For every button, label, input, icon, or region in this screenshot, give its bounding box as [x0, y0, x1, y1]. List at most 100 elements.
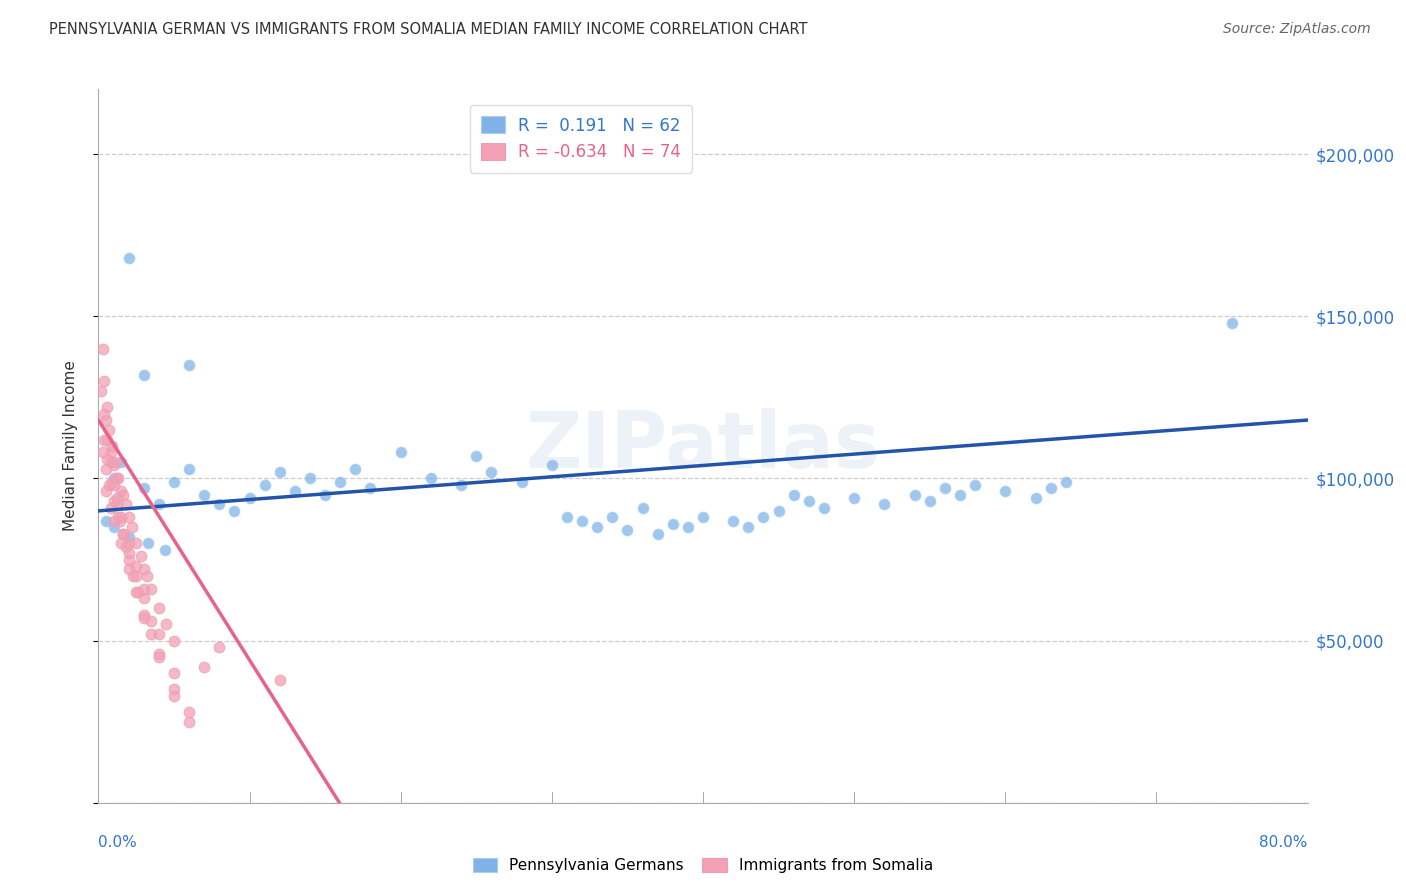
- Point: [420, 471, 443, 485]
- Point: [110, 484, 132, 499]
- Point: [93, 433, 115, 447]
- Point: [148, 627, 170, 641]
- Point: [752, 510, 775, 524]
- Point: [118, 562, 141, 576]
- Point: [783, 488, 806, 502]
- Point: [118, 552, 141, 566]
- Point: [103, 494, 125, 508]
- Point: [141, 627, 163, 641]
- Point: [129, 549, 152, 564]
- Point: [91, 445, 114, 459]
- Point: [208, 640, 231, 654]
- Point: [224, 504, 246, 518]
- Point: [314, 488, 336, 502]
- Point: [91, 342, 114, 356]
- Point: [105, 497, 128, 511]
- Point: [193, 659, 215, 673]
- Text: 80.0%: 80.0%: [1260, 835, 1308, 850]
- Legend: Pennsylvania Germans, Immigrants from Somalia: Pennsylvania Germans, Immigrants from So…: [465, 850, 941, 880]
- Point: [692, 510, 714, 524]
- Point: [127, 585, 149, 599]
- Point: [132, 481, 155, 495]
- Point: [111, 488, 134, 502]
- Point: [105, 491, 128, 505]
- Point: [389, 445, 412, 459]
- Point: [94, 514, 117, 528]
- Point: [125, 568, 148, 582]
- Point: [107, 510, 129, 524]
- Point: [107, 471, 129, 485]
- Point: [299, 471, 322, 485]
- Point: [797, 494, 820, 508]
- Point: [96, 433, 118, 447]
- Point: [100, 500, 122, 515]
- Point: [631, 500, 654, 515]
- Point: [105, 471, 128, 485]
- Point: [163, 689, 186, 703]
- Point: [98, 423, 121, 437]
- Point: [132, 562, 155, 576]
- Y-axis label: Median Family Income: Median Family Income: [63, 360, 77, 532]
- Point: [103, 458, 125, 473]
- Point: [148, 647, 170, 661]
- Point: [114, 540, 136, 554]
- Point: [179, 358, 201, 372]
- Point: [616, 524, 638, 538]
- Point: [114, 497, 136, 511]
- Point: [510, 475, 533, 489]
- Point: [110, 510, 132, 524]
- Point: [118, 510, 141, 524]
- Point: [125, 559, 148, 574]
- Point: [136, 536, 159, 550]
- Point: [676, 520, 699, 534]
- Point: [132, 582, 155, 596]
- Point: [873, 497, 896, 511]
- Point: [132, 591, 155, 606]
- Point: [94, 413, 117, 427]
- Point: [90, 384, 112, 398]
- Point: [111, 526, 134, 541]
- Point: [1024, 491, 1046, 505]
- Point: [122, 568, 145, 582]
- Point: [163, 633, 186, 648]
- Point: [110, 536, 132, 550]
- Point: [208, 497, 231, 511]
- Point: [934, 481, 956, 495]
- Point: [98, 478, 121, 492]
- Point: [118, 536, 141, 550]
- Point: [481, 465, 503, 479]
- Point: [1039, 481, 1062, 495]
- Point: [844, 491, 866, 505]
- Point: [284, 484, 307, 499]
- Point: [148, 601, 170, 615]
- Point: [179, 705, 201, 719]
- Point: [904, 488, 927, 502]
- Point: [96, 400, 118, 414]
- Text: Source: ZipAtlas.com: Source: ZipAtlas.com: [1223, 22, 1371, 37]
- Point: [737, 520, 759, 534]
- Point: [94, 461, 117, 475]
- Point: [125, 536, 148, 550]
- Point: [813, 500, 835, 515]
- Point: [269, 673, 291, 687]
- Point: [179, 461, 201, 475]
- Point: [239, 491, 262, 505]
- Point: [647, 526, 669, 541]
- Point: [110, 455, 132, 469]
- Point: [949, 488, 972, 502]
- Point: [1220, 316, 1243, 330]
- Point: [541, 458, 564, 473]
- Point: [93, 374, 115, 388]
- Point: [141, 582, 163, 596]
- Point: [269, 465, 291, 479]
- Point: [121, 520, 143, 534]
- Point: [994, 484, 1017, 499]
- Point: [193, 488, 215, 502]
- Point: [918, 494, 941, 508]
- Point: [104, 455, 127, 469]
- Point: [163, 475, 186, 489]
- Point: [135, 568, 157, 582]
- Point: [132, 368, 155, 382]
- Point: [360, 481, 382, 495]
- Text: PENNSYLVANIA GERMAN VS IMMIGRANTS FROM SOMALIA MEDIAN FAMILY INCOME CORRELATION : PENNSYLVANIA GERMAN VS IMMIGRANTS FROM S…: [49, 22, 807, 37]
